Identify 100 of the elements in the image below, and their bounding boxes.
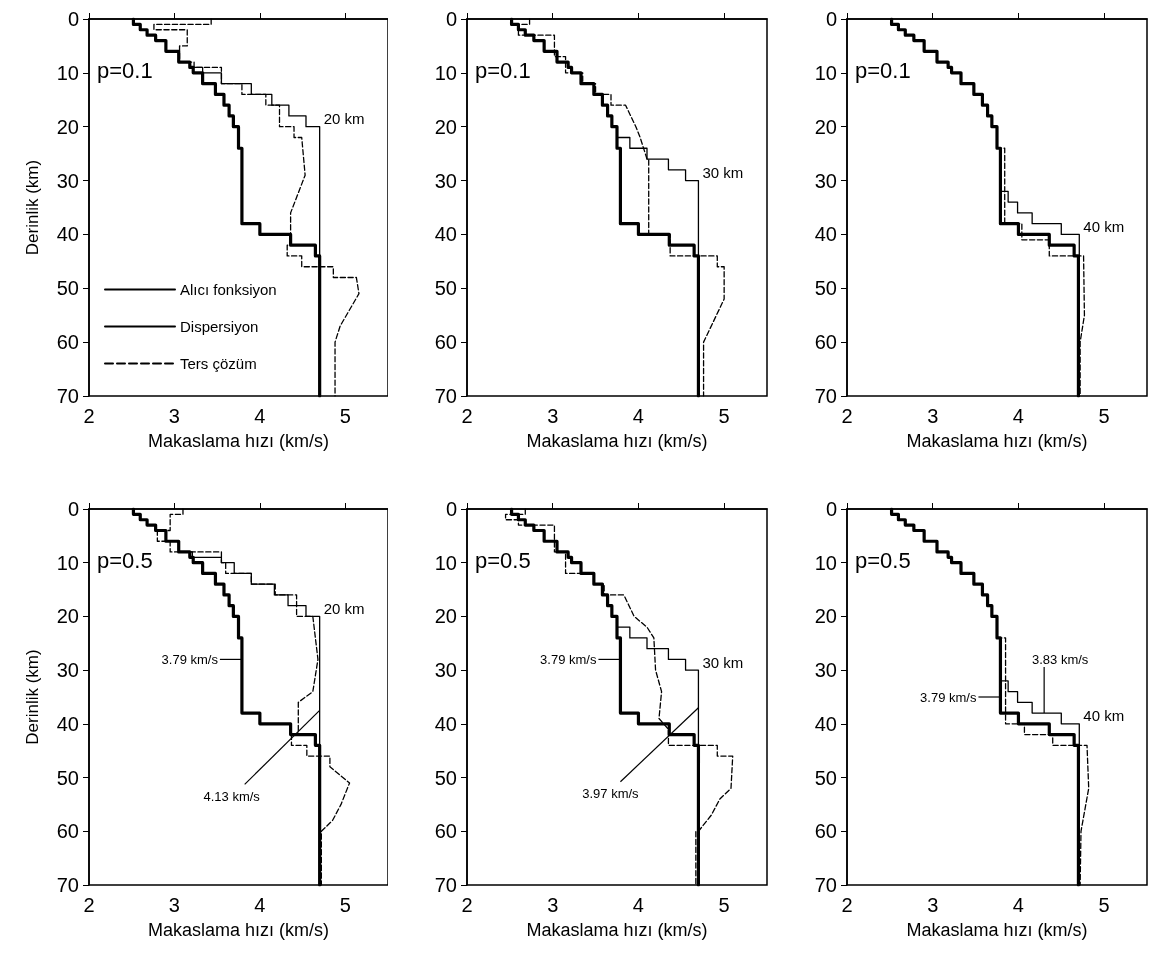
annotation: p=0.5 xyxy=(97,547,153,573)
y-tick-label: 60 xyxy=(56,820,79,843)
x-tick-label: 2 xyxy=(83,894,95,916)
y-tick-label: 30 xyxy=(434,659,457,682)
y-tick-label: 70 xyxy=(814,874,837,896)
y-tick-label: 10 xyxy=(56,551,79,574)
annotation: 20 km xyxy=(323,110,365,128)
x-tick-label: 4 xyxy=(632,405,644,427)
y-tick-label: 50 xyxy=(434,277,457,300)
y-tick-label: 40 xyxy=(56,223,79,246)
x-tick-label: 5 xyxy=(718,405,730,427)
x-tick-label: 2 xyxy=(461,405,473,427)
x-tick-label: 5 xyxy=(1098,894,1110,916)
y-tick-label: 20 xyxy=(56,605,79,628)
x-tick-label: 4 xyxy=(254,894,266,916)
y-tick-label: 40 xyxy=(56,712,79,735)
legend-label: Alıcı fonksiyon xyxy=(180,281,277,298)
y-tick-label: 10 xyxy=(814,551,837,574)
y-tick-label: 50 xyxy=(56,766,79,789)
y-tick-label: 60 xyxy=(434,331,457,354)
x-tick-label: 3 xyxy=(927,894,939,916)
y-tick-label: 0 xyxy=(67,498,79,520)
x-tick-label: 3 xyxy=(168,405,180,427)
y-tick-label: 20 xyxy=(814,115,837,138)
x-axis-title: Makaslama hızı (km/s) xyxy=(526,920,708,940)
y-tick-label: 70 xyxy=(56,385,79,407)
x-tick-label: 5 xyxy=(1098,405,1110,427)
annotation: p=0.5 xyxy=(475,547,531,573)
y-tick-label: 50 xyxy=(814,766,837,789)
x-tick-label: 4 xyxy=(632,894,644,916)
x-axis-title: Makaslama hızı (km/s) xyxy=(526,431,708,451)
y-tick-label: 70 xyxy=(814,385,837,407)
y-tick-label: 20 xyxy=(434,115,457,138)
y-tick-label: 50 xyxy=(814,277,837,300)
y-tick-label: 30 xyxy=(434,169,457,192)
y-tick-label: 70 xyxy=(434,874,457,896)
x-tick-label: 4 xyxy=(1012,405,1024,427)
annotation: 3.97 km/s xyxy=(582,786,640,802)
x-tick-label: 5 xyxy=(339,894,351,916)
x-axis-title: Makaslama hızı (km/s) xyxy=(147,431,330,451)
x-axis-title: Makaslama hızı (km/s) xyxy=(906,920,1088,940)
x-tick-label: 3 xyxy=(547,405,559,427)
y-tick-label: 10 xyxy=(814,61,837,84)
y-tick-label: 50 xyxy=(56,277,79,300)
y-tick-label: 60 xyxy=(814,331,837,354)
annotation: 40 km xyxy=(1083,707,1125,725)
y-axis-title: Derinlik (km) xyxy=(23,649,42,745)
y-tick-label: 0 xyxy=(825,8,837,30)
y-tick-label: 40 xyxy=(434,712,457,735)
x-tick-label: 4 xyxy=(1012,894,1024,916)
x-tick-label: 2 xyxy=(841,894,853,916)
annotation: 20 km xyxy=(323,599,365,617)
y-tick-label: 60 xyxy=(56,331,79,354)
annotation: p=0.5 xyxy=(855,547,911,573)
x-tick-label: 3 xyxy=(547,894,559,916)
x-tick-label: 3 xyxy=(927,405,939,427)
annotation: 30 km xyxy=(702,653,744,671)
y-tick-label: 30 xyxy=(814,659,837,682)
x-tick-label: 3 xyxy=(168,894,180,916)
x-tick-label: 4 xyxy=(254,405,266,427)
y-tick-label: 50 xyxy=(434,766,457,789)
x-tick-label: 2 xyxy=(841,405,853,427)
y-tick-label: 0 xyxy=(67,8,79,30)
y-tick-label: 20 xyxy=(814,605,837,628)
y-tick-label: 0 xyxy=(445,498,457,520)
legend-label: Ters çözüm xyxy=(180,355,257,372)
annotation: p=0.1 xyxy=(475,57,531,83)
annotation: 30 km xyxy=(702,164,744,182)
y-tick-label: 40 xyxy=(814,223,837,246)
y-tick-label: 10 xyxy=(434,551,457,574)
y-tick-label: 40 xyxy=(814,712,837,735)
annotation: p=0.1 xyxy=(97,57,153,83)
annotation: 40 km xyxy=(1083,217,1125,235)
annotation: 3.83 km/s xyxy=(1031,651,1089,667)
y-tick-label: 0 xyxy=(445,8,457,30)
y-tick-label: 20 xyxy=(434,605,457,628)
y-tick-label: 70 xyxy=(434,385,457,407)
y-axis-title: Derinlik (km) xyxy=(23,159,42,256)
y-tick-label: 30 xyxy=(56,169,79,192)
y-tick-label: 20 xyxy=(56,115,79,138)
x-tick-label: 5 xyxy=(339,405,351,427)
annotation: 3.79 km/s xyxy=(920,689,977,705)
y-tick-label: 70 xyxy=(56,874,79,896)
y-tick-label: 60 xyxy=(434,820,457,843)
y-tick-label: 30 xyxy=(56,659,79,682)
x-axis-title: Makaslama hızı (km/s) xyxy=(906,431,1088,451)
y-tick-label: 30 xyxy=(814,169,837,192)
y-tick-label: 10 xyxy=(434,61,457,84)
x-axis-title: Makaslama hızı (km/s) xyxy=(147,920,330,940)
y-tick-label: 10 xyxy=(56,61,79,84)
y-tick-label: 40 xyxy=(434,223,457,246)
y-tick-label: 0 xyxy=(825,498,837,520)
x-tick-label: 2 xyxy=(461,894,473,916)
x-tick-label: 2 xyxy=(83,405,95,427)
legend-label: Dispersiyon xyxy=(180,318,259,335)
annotation: 4.13 km/s xyxy=(203,788,261,804)
annotation: 3.79 km/s xyxy=(161,651,219,667)
y-tick-label: 60 xyxy=(814,820,837,843)
annotation: p=0.1 xyxy=(855,57,911,83)
x-tick-label: 5 xyxy=(718,894,730,916)
